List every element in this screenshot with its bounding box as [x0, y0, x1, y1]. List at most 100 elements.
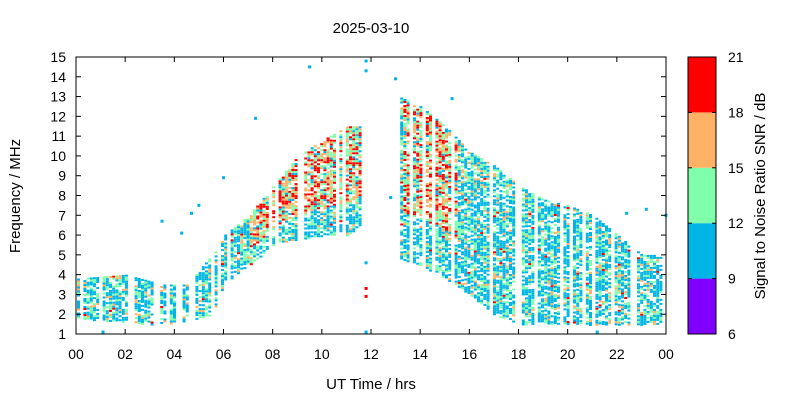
snr-point	[454, 212, 458, 215]
snr-point	[118, 301, 122, 304]
snr-point	[557, 302, 560, 305]
snr-point	[480, 244, 484, 247]
snr-point	[403, 229, 407, 231]
snr-point	[345, 162, 349, 165]
snr-point	[441, 151, 445, 154]
snr-point	[605, 259, 608, 262]
snr-point	[649, 300, 653, 303]
snr-point	[246, 244, 250, 247]
snr-point	[419, 246, 423, 249]
snr-point	[512, 216, 516, 219]
snr-point	[317, 211, 320, 214]
snr-point	[605, 299, 608, 302]
snr-point	[464, 260, 468, 263]
snr-point	[134, 279, 138, 282]
snr-point	[537, 282, 541, 285]
snr-point	[512, 212, 516, 215]
snr-point	[278, 210, 282, 213]
snr-point	[528, 261, 532, 264]
snr-point	[595, 253, 599, 256]
snr-point	[435, 120, 439, 123]
snr-point	[310, 235, 314, 238]
snr-point	[419, 236, 423, 239]
snr-point	[115, 291, 119, 294]
snr-point	[358, 134, 362, 137]
snr-point	[486, 273, 490, 276]
snr-point	[147, 306, 151, 309]
snr-point	[521, 209, 525, 212]
snr-point	[473, 224, 477, 227]
snr-point	[531, 298, 535, 301]
snr-point	[573, 227, 576, 230]
snr-point	[413, 205, 416, 208]
snr-point	[486, 249, 490, 252]
snr-point	[355, 200, 359, 203]
snr-point	[429, 137, 432, 140]
snr-point	[621, 318, 624, 321]
snr-point	[528, 215, 532, 218]
snr-point	[496, 265, 500, 268]
snr-point	[553, 286, 557, 288]
snr-point	[649, 320, 653, 323]
snr-point	[576, 256, 580, 259]
snr-point	[352, 164, 356, 167]
snr-point	[448, 265, 452, 268]
snr-point	[317, 205, 320, 208]
snr-point	[605, 287, 608, 290]
snr-point	[576, 292, 580, 295]
snr-point	[502, 248, 506, 251]
snr-point	[486, 215, 490, 218]
snr-point	[358, 170, 362, 173]
snr-point	[425, 121, 429, 123]
snr-point	[496, 311, 500, 314]
snr-point	[477, 212, 480, 215]
snr-point	[438, 129, 442, 132]
snr-point	[467, 287, 471, 290]
snr-point	[659, 280, 663, 283]
snr-point	[435, 270, 439, 273]
snr-point	[435, 194, 439, 197]
snr-point	[125, 280, 128, 283]
snr-point	[294, 175, 298, 178]
snr-point	[150, 321, 154, 324]
snr-point	[563, 232, 567, 235]
snr-point	[326, 175, 330, 178]
snr-point	[550, 293, 554, 296]
snr-point	[505, 249, 509, 252]
snr-point	[403, 207, 407, 209]
snr-point	[512, 280, 516, 283]
snr-point	[579, 274, 583, 277]
snr-point	[544, 277, 548, 280]
snr-point	[445, 192, 448, 195]
snr-point	[457, 189, 461, 192]
snr-point	[93, 279, 96, 282]
snr-point	[505, 219, 509, 222]
snr-point	[253, 245, 256, 248]
snr-point	[627, 271, 631, 274]
snr-point	[493, 183, 496, 186]
snr-point	[333, 163, 336, 166]
snr-point	[553, 268, 557, 270]
snr-point	[566, 229, 570, 232]
snr-point	[105, 306, 109, 309]
snr-point	[656, 294, 660, 297]
snr-point	[605, 305, 608, 308]
snr-point	[147, 280, 151, 283]
snr-point	[537, 276, 541, 279]
snr-point	[358, 214, 362, 217]
snr-point	[621, 294, 624, 297]
snr-point	[617, 287, 621, 290]
snr-point	[249, 253, 253, 256]
snr-point	[406, 224, 410, 227]
snr-point	[163, 320, 167, 323]
snr-point	[464, 252, 468, 255]
snr-point	[291, 239, 295, 241]
snr-point	[323, 183, 327, 186]
snr-point	[329, 153, 333, 156]
snr-point	[566, 233, 570, 236]
snr-point	[339, 168, 343, 171]
snr-point	[256, 247, 260, 250]
snr-point	[457, 159, 461, 162]
snr-point	[566, 263, 570, 266]
snr-point	[435, 258, 439, 261]
